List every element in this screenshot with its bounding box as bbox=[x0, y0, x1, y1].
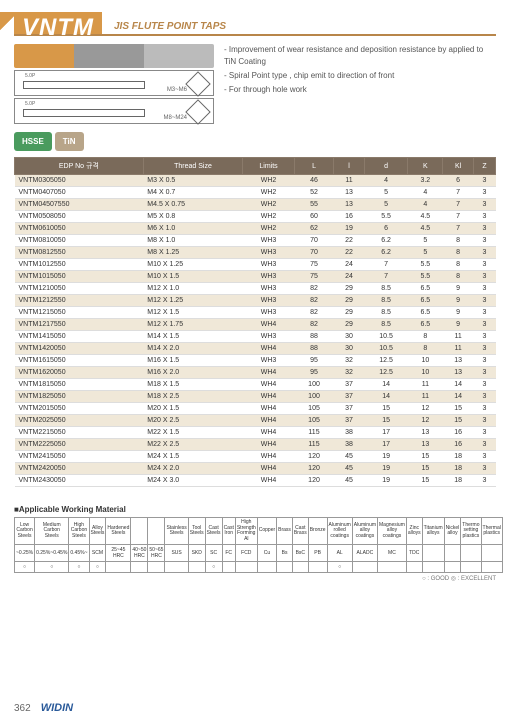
table-row: VNTM0812550M8 X 1.25WH370226.2583 bbox=[15, 247, 496, 259]
technical-drawings: 5.0P M3~M6 5.0P M8~M24 bbox=[14, 44, 214, 126]
col-header: Limits bbox=[243, 158, 295, 175]
feature-item: - Improvement of wear resistance and dep… bbox=[224, 44, 496, 68]
table-row: VNTM04507550M4.5 X 0.75WH255135473 bbox=[15, 199, 496, 211]
table-row: VNTM2430050M24 X 3.0WH4120451915183 bbox=[15, 475, 496, 487]
drawing-large: 5.0P M8~M24 bbox=[14, 98, 214, 124]
col-header: L bbox=[294, 158, 333, 175]
table-row: VNTM0810050M8 X 1.0WH370226.2583 bbox=[15, 235, 496, 247]
table-row: VNTM1615050M16 X 1.5WH3953212.510133 bbox=[15, 355, 496, 367]
table-row: VNTM2420050M24 X 2.0WH4120451915183 bbox=[15, 463, 496, 475]
feature-item: - For through hole work bbox=[224, 84, 496, 96]
table-row: VNTM1815050M18 X 1.5WH4100371411143 bbox=[15, 379, 496, 391]
col-header: K bbox=[408, 158, 443, 175]
col-header: EDP No 규격 bbox=[15, 158, 144, 175]
table-row: VNTM1210050M12 X 1.0WH382298.56.593 bbox=[15, 283, 496, 295]
col-header: Thread Size bbox=[143, 158, 242, 175]
product-title: VNTM bbox=[22, 14, 94, 41]
header: VNTM JIS FLUTE POINT TAPS bbox=[14, 12, 496, 36]
table-row: VNTM2415050M24 X 1.5WH4120451915183 bbox=[15, 451, 496, 463]
table-row: VNTM1620050M16 X 2.0WH4953212.510133 bbox=[15, 367, 496, 379]
table-row: VNTM1015050M10 X 1.5WH3752475.583 bbox=[15, 271, 496, 283]
feature-item: - Spiral Point type , chip emit to direc… bbox=[224, 70, 496, 82]
table-row: VNTM0407050M4 X 0.7WH252135473 bbox=[15, 187, 496, 199]
table-row: VNTM2215050M22 X 1.5WH4115381713163 bbox=[15, 427, 496, 439]
table-row: VNTM2025050M20 X 2.5WH4105371512153 bbox=[15, 415, 496, 427]
col-header: Z bbox=[473, 158, 495, 175]
spec-table: EDP No 규격Thread SizeLimitsLldKKlZ VNTM03… bbox=[14, 157, 496, 487]
table-row: VNTM0610050M6 X 1.0WH2621964.573 bbox=[15, 223, 496, 235]
badge-hsse: HSSE bbox=[14, 132, 52, 151]
badge-tin: TiN bbox=[55, 132, 84, 151]
col-header: d bbox=[364, 158, 408, 175]
table-row: VNTM1415050M14 X 1.5WH3883010.58113 bbox=[15, 331, 496, 343]
table-row: VNTM1825050M18 X 2.5WH4100371411143 bbox=[15, 391, 496, 403]
col-header: Kl bbox=[443, 158, 474, 175]
drawing-small: 5.0P M3~M6 bbox=[14, 70, 214, 96]
product-subtitle: JIS FLUTE POINT TAPS bbox=[114, 21, 226, 34]
table-row: VNTM2225050M22 X 2.5WH4115381713163 bbox=[15, 439, 496, 451]
feature-list: - Improvement of wear resistance and dep… bbox=[224, 44, 496, 126]
table-row: VNTM0508050M5 X 0.8WH260165.54.573 bbox=[15, 211, 496, 223]
table-row: VNTM1012550M10 X 1.25WH3752475.583 bbox=[15, 259, 496, 271]
brand-logo: WIDIN bbox=[41, 702, 73, 714]
col-header: l bbox=[334, 158, 365, 175]
page-number: 362 bbox=[14, 703, 31, 714]
table-row: VNTM2015050M20 X 1.5WH4105371512153 bbox=[15, 403, 496, 415]
table-row: VNTM1420050M14 X 2.0WH4883010.58113 bbox=[15, 343, 496, 355]
product-photo bbox=[14, 44, 214, 68]
page-footer: 362 WIDIN bbox=[14, 702, 73, 714]
table-row: VNTM1215050M12 X 1.5WH382298.56.593 bbox=[15, 307, 496, 319]
table-row: VNTM1212550M12 X 1.25WH382298.56.593 bbox=[15, 295, 496, 307]
material-title: ■Applicable Working Material bbox=[14, 505, 496, 514]
table-row: VNTM1217550M12 X 1.75WH482298.56.593 bbox=[15, 319, 496, 331]
material-legend: ○ : GOOD ◎ : EXCELLENT bbox=[14, 575, 496, 582]
table-row: VNTM0305050M3 X 0.5WH2461143.263 bbox=[15, 175, 496, 187]
material-table: Low Carbon SteelsMedium Carbon SteelsHig… bbox=[14, 517, 503, 573]
material-badges: HSSE TiN bbox=[14, 132, 496, 151]
